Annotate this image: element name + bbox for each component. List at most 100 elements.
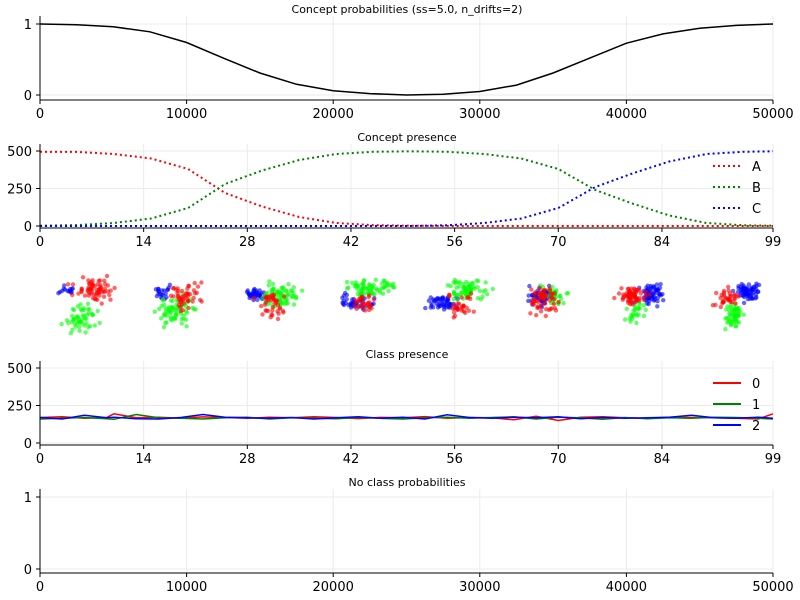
scatter-point: [173, 308, 178, 313]
scatter-point: [64, 318, 70, 323]
scatter-point: [349, 302, 354, 307]
scatter-point: [266, 283, 271, 288]
scatter-point: [271, 286, 276, 291]
scatter-point: [647, 292, 652, 297]
scatter-point: [108, 297, 113, 302]
scatter-point: [544, 307, 549, 312]
scatter-point: [73, 324, 78, 329]
series-line-0: [39, 23, 774, 96]
scatter-point: [97, 320, 102, 326]
scatter-point: [271, 297, 277, 303]
scatter-point: [104, 273, 110, 279]
scatter-point: [441, 307, 447, 312]
scatter-point: [195, 284, 201, 289]
scatter-point: [112, 285, 117, 291]
scatter-point: [79, 289, 84, 295]
scatter-point: [101, 289, 107, 294]
scatter-point: [281, 310, 286, 315]
scatter-point: [459, 295, 464, 300]
scatter-point: [78, 306, 84, 312]
scatter-point: [713, 302, 718, 308]
scatter-point: [355, 284, 360, 289]
scatter-point: [435, 305, 441, 310]
x-tick-label: 40000: [606, 107, 647, 122]
x-tick-label: 14: [135, 452, 152, 467]
scatter-point: [528, 311, 533, 316]
class-presence-title: Class presence: [366, 348, 449, 361]
scatter-point: [452, 310, 457, 315]
scatter-point: [452, 292, 457, 297]
scatter-point: [447, 292, 452, 298]
scatter-point: [82, 293, 88, 298]
x-tick-label: 28: [239, 235, 256, 250]
scatter-point: [483, 288, 488, 293]
scatter-point: [746, 282, 752, 287]
scatter-point: [75, 315, 81, 320]
y-tick-label: 0: [24, 563, 32, 578]
scatter-point: [179, 321, 184, 326]
scatter-point: [268, 298, 273, 303]
scatter-point: [714, 290, 719, 296]
scatter-point: [726, 288, 731, 293]
scatter-point: [92, 323, 98, 328]
scatter-point: [192, 280, 197, 286]
scatter-point: [268, 301, 273, 306]
scatter-point: [184, 324, 189, 329]
scatter-point: [549, 295, 554, 300]
scatter-point: [275, 302, 281, 308]
scatter-point: [281, 294, 287, 299]
scatter-point: [77, 324, 82, 329]
series-line-2: [39, 413, 774, 420]
x-tick-label: 20000: [313, 107, 354, 122]
scatter-point: [291, 285, 296, 290]
scatter-point: [526, 293, 531, 298]
x-tick-label: 50000: [752, 107, 793, 122]
x-tick-label: 56: [446, 452, 463, 467]
scatter-point: [181, 293, 187, 298]
scatter-point: [455, 297, 460, 302]
scatter-point: [530, 301, 536, 306]
scatter-point: [730, 288, 736, 294]
legend-label-1: 1: [752, 398, 760, 413]
y-tick-label: 500: [7, 145, 32, 160]
concept-probabilities-panel: Concept probabilities (ss=5.0, n_drifts=…: [24, 3, 794, 122]
scatter-point: [165, 287, 170, 293]
scatter-point: [183, 309, 189, 314]
scatter-point: [455, 301, 461, 306]
scatter-point: [641, 303, 647, 308]
scatter-cluster-6: [526, 283, 571, 319]
legend-label-2: 2: [752, 419, 760, 434]
scatter-point: [105, 283, 111, 288]
scatter-point: [168, 316, 173, 322]
scatter-point: [353, 280, 359, 285]
scatter-point: [59, 321, 64, 327]
scatter-point: [754, 295, 759, 300]
scatter-point: [746, 292, 751, 297]
scatter-point: [731, 308, 736, 313]
scatter-point: [721, 290, 727, 295]
scatter-point: [539, 291, 545, 296]
scatter-point: [186, 291, 191, 296]
scatter-point: [102, 278, 107, 283]
scatter-point: [87, 323, 93, 329]
scatter-point: [92, 297, 98, 302]
scatter-point: [392, 285, 397, 290]
scatter-point: [726, 284, 731, 290]
scatter-point: [469, 281, 474, 286]
scatter-point: [371, 297, 377, 302]
scatter-point: [300, 288, 305, 293]
scatter-point: [245, 288, 250, 293]
scatter-point: [95, 308, 100, 314]
scatter-point: [634, 296, 639, 301]
scatter-point: [367, 304, 373, 309]
scatter-point: [438, 296, 443, 302]
scatter-point: [281, 285, 286, 291]
scatter-point: [65, 282, 71, 287]
scatter-point: [462, 291, 468, 296]
scatter-point: [723, 326, 728, 332]
scatter-point: [276, 290, 281, 295]
scatter-point: [263, 308, 268, 313]
scatter-point: [254, 290, 259, 295]
scatter-strip: [56, 273, 762, 336]
